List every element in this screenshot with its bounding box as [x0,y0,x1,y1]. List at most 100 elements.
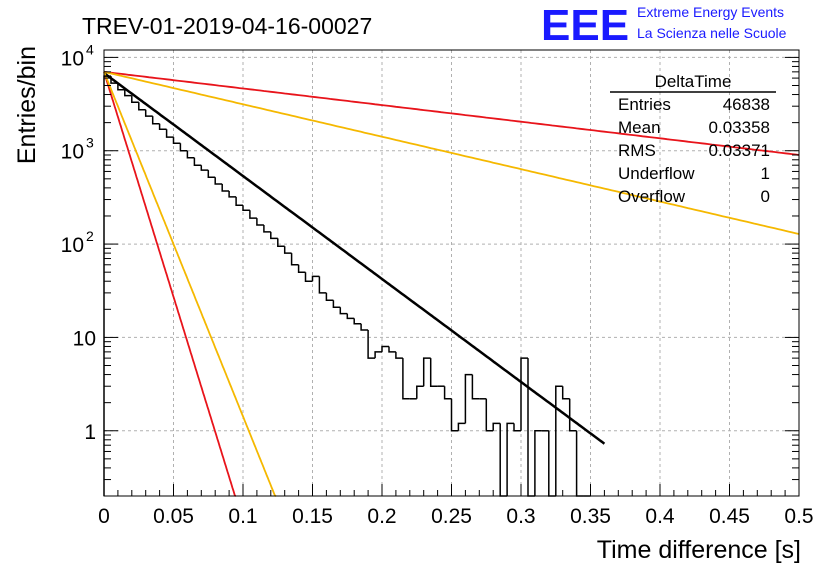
histogram-bin [568,398,577,432]
y-tick-exponent: 3 [86,135,94,151]
histogram-bin [144,109,153,117]
fit-line-3 [103,70,800,235]
histogram-bin [443,386,452,400]
y-axis-label: Entries/bin [13,46,41,164]
histogram-bin [228,191,237,198]
y-tick-label: 10 [73,327,96,350]
stats-row-value: 46838 [723,95,770,114]
x-tick-label: 0.5 [784,505,813,528]
stats-row-label: Overflow [618,187,686,206]
histogram-bin [332,300,341,309]
y-tick-exponent: 4 [86,41,94,57]
histogram-bin [214,177,223,185]
histogram-bin [429,358,438,387]
histogram-bin [290,253,299,266]
fit-line-4 [103,71,237,497]
stats-box: DeltaTime Entries 46838 Mean 0.03358 RMS 0.03… [610,72,776,206]
histogram-bin [172,137,181,145]
histogram-bin [263,225,271,233]
histogram-bin [221,184,230,192]
histogram-bin [457,422,466,431]
y-tick-label: 10 [61,234,84,257]
stats-row-label: Mean [618,118,661,137]
x-tick-label: 0.25 [431,505,472,528]
stats-rows: Entries 46838 Mean 0.03358 RMS 0.03371 Underfl… [618,95,770,206]
stats-row-value: 0 [761,187,770,206]
histogram-bin [318,276,327,294]
histogram-bin [520,357,528,431]
histogram-bin [416,385,424,399]
x-tick-label: 0.35 [570,505,611,528]
stats-row-value: 0.03371 [709,141,770,160]
histogram-bin [186,150,195,159]
y-tick-label: 10 [61,47,84,70]
histogram-bin [339,307,348,315]
histogram-bin [158,123,167,130]
x-tick-label: 0 [98,505,110,528]
axis-tick-labels: 0 0.05 0.1 0.15 0.2 0.25 0.3 0.35 0.4 0.45 0.51101… [61,41,814,528]
histogram-bin [304,272,313,282]
histogram-bin [555,385,563,496]
histogram-bin [513,423,521,432]
histogram-bin [297,264,306,273]
eee-logo-line1: Extreme Energy Events [637,4,784,20]
y-tick-exponent: 2 [86,228,94,244]
histogram-bin [249,210,257,219]
y-tick-label: 1 [84,421,96,444]
histogram-bin [381,345,389,352]
fit-line-5 [103,71,277,497]
stats-row-value: 0.03358 [709,118,770,137]
stats-row-label: RMS [618,141,656,160]
histogram-bin [270,231,278,240]
histogram-bin [402,358,410,400]
histogram-bin [471,374,480,400]
histogram-bin [256,218,264,226]
histogram-bin [235,196,243,207]
y-tick-label: 10 [61,141,84,164]
x-tick-label: 0.15 [292,505,333,528]
x-tick-label: 0.4 [645,505,675,528]
eee-logo-letters: EEE [541,1,629,50]
histogram-bin [561,386,570,400]
histogram-bin [283,246,292,254]
fit-line-2 [103,70,800,156]
histogram-bin [422,357,431,387]
stats-row-label: Entries [618,95,671,114]
histogram-bin [311,275,320,282]
stats-row-label: Underflow [618,164,695,183]
stats-title: DeltaTime [655,72,732,91]
histogram-bin [179,143,188,152]
histogram-bin [131,95,139,104]
histogram-bin [534,430,542,496]
histogram-bin [151,116,160,125]
x-tick-label: 0.3 [506,505,535,528]
run-title: TREV-01-2019-04-16-00027 [82,13,372,39]
histogram-bin [325,292,334,302]
histogram-bin [117,83,125,91]
histogram-bin [165,129,174,138]
histogram-bin [353,318,362,325]
histogram-bin [374,351,382,359]
eee-logo-line2: La Scienza nelle Scuole [637,25,787,41]
x-axis-label: Time difference [s] [597,536,801,564]
axis-ticks [103,56,800,497]
histogram-bin [506,422,514,496]
histogram-bin [207,170,216,178]
histogram-bin [138,102,146,111]
histogram-bin [367,330,376,359]
histogram-bin [485,398,494,432]
histogram-bin [388,346,396,353]
histogram-bin [124,89,132,97]
stats-row-value: 1 [761,164,770,183]
histogram-bin [346,313,355,320]
histogram-bin [200,165,209,171]
histogram-bin [193,157,202,166]
histogram-bin [360,323,369,331]
histogram-bin [492,422,501,431]
x-tick-label: 0.2 [367,505,396,528]
histogram-bin [450,398,459,432]
x-tick-label: 0.1 [228,505,257,528]
histogram-bin [242,205,250,212]
